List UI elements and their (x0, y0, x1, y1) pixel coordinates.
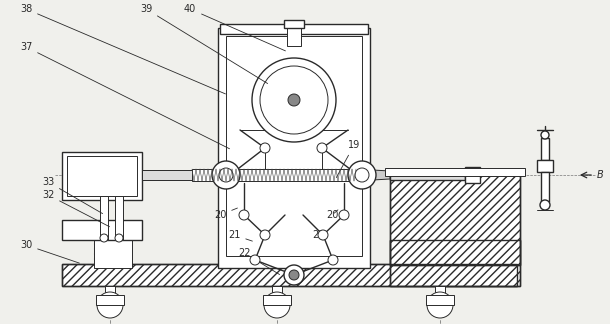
Circle shape (339, 210, 349, 220)
Bar (220, 24, 368, 34)
Polygon shape (355, 169, 390, 181)
Circle shape (289, 270, 299, 280)
Bar (94, 240, 132, 268)
Bar (385, 168, 525, 176)
Text: 37: 37 (20, 42, 229, 149)
Bar (100, 196, 108, 240)
Text: B: B (597, 170, 604, 180)
Circle shape (260, 143, 270, 153)
Circle shape (260, 230, 270, 240)
Circle shape (264, 292, 290, 318)
Bar (67, 156, 137, 196)
Circle shape (100, 234, 108, 242)
Bar (62, 220, 142, 240)
Bar (541, 138, 549, 160)
Bar (105, 286, 115, 300)
Bar (62, 152, 142, 200)
Bar (435, 286, 445, 300)
Circle shape (115, 234, 123, 242)
Circle shape (97, 292, 123, 318)
Bar (426, 295, 454, 305)
Text: 32: 32 (42, 190, 110, 227)
Bar (537, 160, 553, 172)
Text: 22: 22 (238, 248, 279, 274)
Bar (287, 24, 301, 46)
Bar (390, 175, 520, 265)
Text: 40: 40 (184, 4, 285, 51)
Circle shape (219, 168, 233, 182)
Circle shape (541, 131, 549, 139)
Circle shape (540, 200, 550, 210)
Text: 21: 21 (228, 230, 253, 241)
Bar (96, 295, 124, 305)
Text: 21: 21 (312, 230, 325, 240)
Bar (541, 172, 549, 202)
Text: 19: 19 (336, 140, 361, 178)
Text: 20: 20 (326, 210, 339, 220)
Bar (218, 28, 370, 268)
Circle shape (239, 210, 249, 220)
Bar (226, 36, 362, 256)
Bar (272, 286, 282, 300)
Bar (284, 20, 304, 28)
Bar (465, 167, 480, 183)
Bar (115, 196, 123, 240)
Circle shape (355, 168, 369, 182)
Circle shape (328, 255, 338, 265)
Bar (390, 175, 520, 265)
Circle shape (250, 255, 260, 265)
Circle shape (318, 230, 328, 240)
Text: 33: 33 (42, 177, 102, 214)
Bar (390, 170, 465, 180)
Circle shape (212, 161, 240, 189)
Circle shape (348, 161, 376, 189)
Bar (390, 240, 520, 286)
Circle shape (288, 94, 300, 106)
Text: 39: 39 (140, 4, 268, 84)
Bar (142, 170, 192, 180)
Bar (62, 264, 517, 286)
Circle shape (252, 58, 336, 142)
Bar (192, 169, 355, 181)
Circle shape (427, 292, 453, 318)
Bar (263, 295, 291, 305)
Text: 38: 38 (20, 4, 226, 94)
Text: 30: 30 (20, 240, 79, 263)
Text: 20: 20 (214, 208, 237, 220)
Bar (62, 264, 517, 286)
Circle shape (284, 265, 304, 285)
Circle shape (260, 66, 328, 134)
Circle shape (317, 143, 327, 153)
Bar (390, 240, 520, 286)
